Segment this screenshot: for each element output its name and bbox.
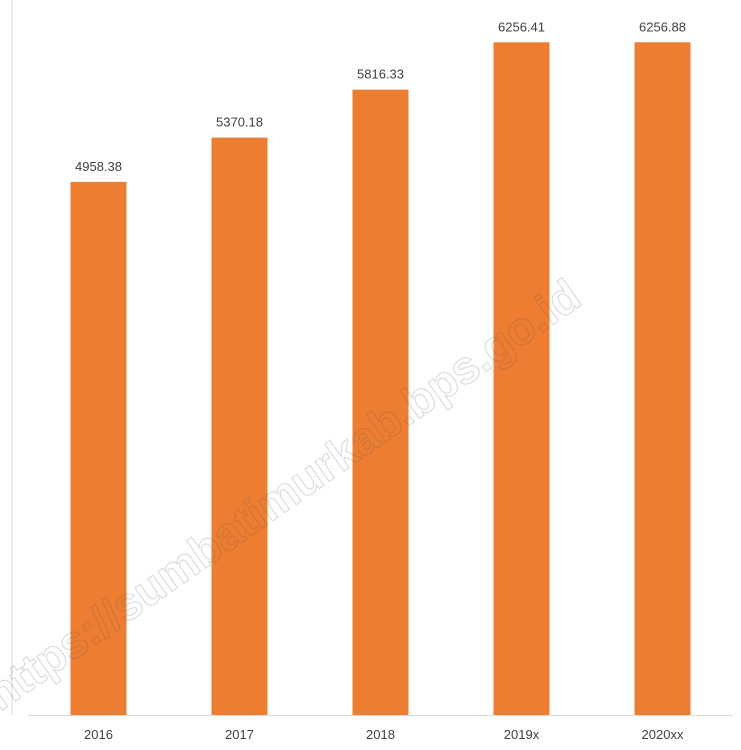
data-label-2018: 5816.33 — [357, 67, 404, 82]
data-label-2017: 5370.18 — [216, 115, 263, 130]
data-label-2019x: 6256.41 — [498, 19, 545, 34]
x-tick-label-2018: 2018 — [366, 727, 395, 742]
bar-2019x — [493, 42, 550, 715]
data-label-2016: 4958.38 — [75, 159, 122, 174]
bar-2017 — [211, 137, 268, 716]
bar-2016 — [70, 181, 127, 715]
x-tick-label-2019x: 2019x — [504, 727, 540, 742]
bars-layer — [70, 42, 691, 716]
bar-2018 — [352, 89, 409, 715]
x-tick-label-2017: 2017 — [225, 727, 254, 742]
data-label-2020xx: 6256.88 — [639, 19, 686, 34]
x-tick-labels: 2016 2017 2018 2019x 2020xx — [84, 727, 684, 742]
x-tick-label-2016: 2016 — [84, 727, 113, 742]
bar-2020xx — [634, 42, 691, 715]
x-tick-label-2020xx: 2020xx — [642, 727, 684, 742]
value-labels-layer: 4958.38 5370.18 5816.33 6256.41 6256.88 — [75, 19, 686, 174]
